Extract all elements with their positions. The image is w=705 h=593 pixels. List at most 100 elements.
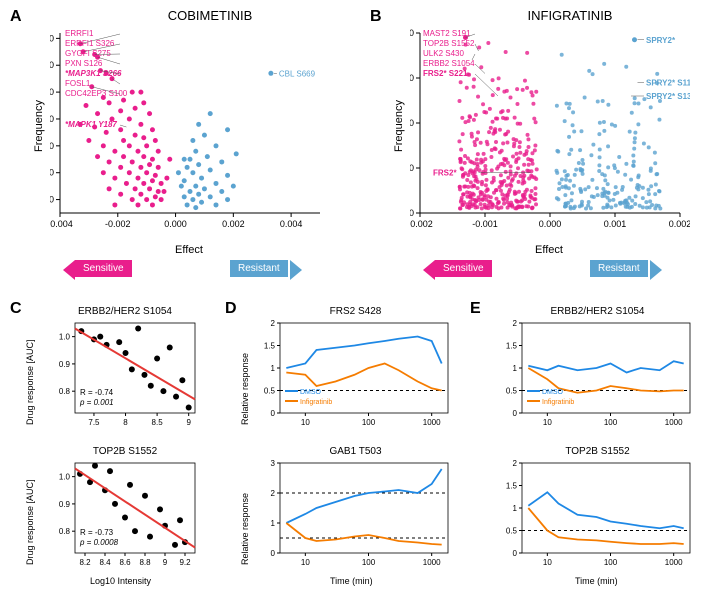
svg-text:9: 9	[163, 558, 168, 567]
svg-text:70: 70	[50, 33, 54, 43]
scatter-C1: 7.588.590.80.91.0R = -0.74p = 0.001	[50, 318, 200, 433]
svg-text:1000: 1000	[423, 418, 441, 427]
svg-text:10: 10	[543, 558, 552, 567]
title-D2: GAB1 T503	[258, 446, 453, 457]
ts-E1: 10100100000.511.52DMSOInfigratinib	[500, 318, 695, 433]
resistant-label: Resistant	[238, 263, 280, 274]
svg-text:1.0: 1.0	[59, 333, 71, 342]
svg-text:1: 1	[271, 519, 276, 528]
ts-E2: 10 100 1000 0 0.5 1 1.5 2	[500, 458, 695, 573]
title-E2: TOP2B S1552	[500, 446, 695, 457]
svg-text:1000: 1000	[665, 418, 683, 427]
svg-text:10: 10	[50, 195, 54, 205]
svg-text:SPRY2* S139: SPRY2* S139	[646, 92, 690, 101]
svg-text:DMSO: DMSO	[542, 389, 564, 396]
svg-text:TOP2B S1552: TOP2B S1552	[423, 39, 475, 48]
panel-C-label: C	[10, 300, 22, 318]
panel-B-label: B	[370, 8, 382, 26]
svg-text:1: 1	[271, 364, 276, 373]
svg-text:100: 100	[362, 558, 376, 567]
svg-text:100: 100	[604, 418, 618, 427]
svg-text:DMSO: DMSO	[300, 389, 322, 396]
svg-text:-0.002: -0.002	[410, 219, 433, 229]
svg-text:10: 10	[543, 418, 552, 427]
svg-text:CBL S669: CBL S669	[279, 69, 316, 78]
svg-text:-0.001: -0.001	[472, 219, 498, 229]
svg-text:9: 9	[186, 418, 191, 427]
scatter-C2: 8.28.48.68.899.20.80.91.0R = -0.73p = 0.…	[50, 458, 200, 573]
svg-text:ULK2 S430: ULK2 S430	[423, 49, 464, 58]
svg-text:8.2: 8.2	[79, 558, 91, 567]
svg-text:8.5: 8.5	[152, 418, 164, 427]
svg-text:0: 0	[271, 409, 276, 418]
svg-text:9.2: 9.2	[179, 558, 191, 567]
svg-text:*MAPK1 Y187: *MAPK1 Y187	[65, 120, 117, 129]
panel-A-title: COBIMETINIB	[110, 8, 310, 23]
svg-text:2: 2	[271, 319, 276, 328]
svg-text:1.5: 1.5	[506, 482, 518, 491]
xlabel-D2: Time (min)	[330, 576, 373, 586]
svg-text:SPRY2* S115: SPRY2* S115	[646, 79, 690, 88]
svg-text:0.5: 0.5	[264, 387, 276, 396]
xlabel-A: Effect	[175, 244, 203, 256]
svg-text:0.002: 0.002	[222, 219, 245, 229]
svg-text:100: 100	[604, 558, 618, 567]
xlabel-E2: Time (min)	[575, 576, 618, 586]
scatter-B: -0.002-0.0010.0000.0010.00220406080100MA…	[410, 28, 690, 243]
sensitive-arrow-A: Sensitive	[75, 260, 132, 277]
svg-text:8: 8	[123, 418, 128, 427]
svg-text:20: 20	[50, 168, 54, 178]
svg-text:0.000: 0.000	[539, 219, 562, 229]
resistant-arrow-A: Resistant	[230, 260, 288, 277]
svg-text:R = -0.73: R = -0.73	[80, 528, 114, 537]
svg-text:2: 2	[513, 459, 518, 468]
svg-text:0.8: 0.8	[59, 527, 71, 536]
svg-text:100: 100	[410, 28, 414, 38]
svg-text:0: 0	[513, 409, 518, 418]
ylabel-C2: Drug response [AUC]	[25, 465, 35, 565]
svg-text:10: 10	[301, 418, 310, 427]
svg-text:0: 0	[513, 549, 518, 558]
svg-text:*MAP3K1 S266: *MAP3K1 S266	[65, 69, 122, 78]
svg-text:80: 80	[410, 73, 414, 83]
sensitive-label: Sensitive	[83, 263, 124, 274]
svg-text:1000: 1000	[665, 558, 683, 567]
svg-text:p = 0.0008: p = 0.0008	[79, 538, 119, 547]
svg-text:40: 40	[50, 114, 54, 124]
svg-text:0: 0	[271, 549, 276, 558]
resistant-tip-A	[290, 260, 302, 280]
svg-text:40: 40	[410, 163, 414, 173]
panel-E-label: E	[470, 300, 481, 318]
svg-text:8.6: 8.6	[119, 558, 131, 567]
svg-text:R = -0.74: R = -0.74	[80, 388, 114, 397]
svg-text:1.5: 1.5	[506, 342, 518, 351]
svg-text:Infigratinib: Infigratinib	[542, 399, 574, 406]
svg-text:1.0: 1.0	[59, 473, 71, 482]
svg-text:0.8: 0.8	[59, 387, 71, 396]
svg-text:60: 60	[50, 60, 54, 70]
svg-text:0.001: 0.001	[604, 219, 627, 229]
ylabel-A: Frequency	[33, 100, 45, 152]
svg-text:ERBB2 S1054: ERBB2 S1054	[423, 59, 475, 68]
resistant-label-B: Resistant	[598, 263, 640, 274]
svg-text:10: 10	[301, 558, 310, 567]
svg-text:0.5: 0.5	[506, 387, 518, 396]
svg-text:3: 3	[271, 459, 276, 468]
svg-text:0.5: 0.5	[506, 527, 518, 536]
svg-text:0.9: 0.9	[59, 360, 71, 369]
title-C1: ERBB2/HER2 S1054	[50, 306, 200, 317]
xlabel-B: Effect	[535, 244, 563, 256]
resistant-tip-B	[650, 260, 662, 280]
svg-text:0.002: 0.002	[669, 219, 690, 229]
sensitive-tip-A	[63, 260, 75, 280]
svg-text:8.8: 8.8	[139, 558, 151, 567]
svg-text:0.000: 0.000	[164, 219, 187, 229]
svg-text:FRS2* S221: FRS2* S221	[423, 69, 468, 78]
svg-text:1: 1	[513, 504, 518, 513]
svg-text:-0.004: -0.004	[50, 219, 73, 229]
svg-text:-0.002: -0.002	[105, 219, 131, 229]
svg-text:SPRY2*: SPRY2*	[646, 36, 676, 45]
svg-text:ERRFI1: ERRFI1	[65, 29, 94, 38]
svg-text:2: 2	[513, 319, 518, 328]
panel-A-label: A	[10, 8, 22, 26]
